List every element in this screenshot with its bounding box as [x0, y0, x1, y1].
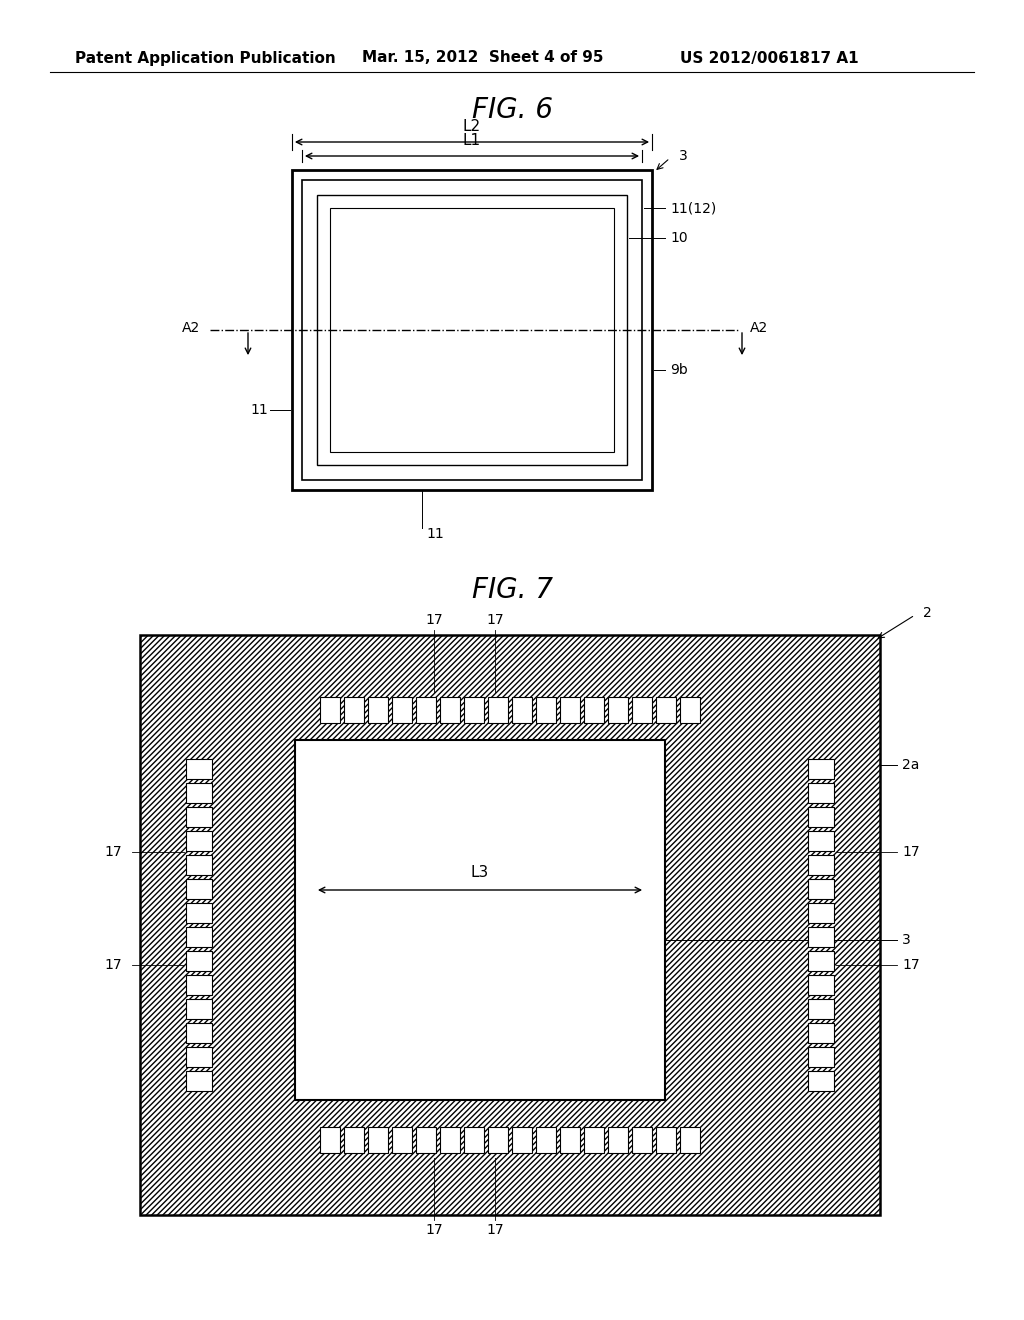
Bar [186, 807, 212, 828]
Text: 2a: 2a [902, 758, 920, 772]
Bar [808, 999, 834, 1019]
Text: 17: 17 [425, 612, 442, 627]
Bar [808, 783, 834, 803]
Bar [140, 635, 880, 1214]
Bar [680, 1127, 700, 1152]
Bar [488, 1127, 508, 1152]
Bar [808, 1047, 834, 1067]
Bar [295, 741, 665, 1100]
Text: FIG. 6: FIG. 6 [471, 96, 553, 124]
Bar [808, 855, 834, 875]
Bar [344, 1127, 364, 1152]
Text: A2: A2 [181, 321, 200, 335]
Text: L1: L1 [463, 133, 481, 148]
Bar [808, 975, 834, 995]
Bar [186, 855, 212, 875]
Bar [186, 1023, 212, 1043]
Bar [186, 975, 212, 995]
Text: Mar. 15, 2012  Sheet 4 of 95: Mar. 15, 2012 Sheet 4 of 95 [362, 50, 603, 66]
Bar [464, 697, 484, 723]
Bar [808, 927, 834, 946]
Bar [808, 879, 834, 899]
Bar [536, 697, 556, 723]
Bar [186, 950, 212, 972]
Bar [632, 697, 652, 723]
Text: A2: A2 [750, 321, 768, 335]
Bar [392, 1127, 412, 1152]
Text: FIG. 7: FIG. 7 [471, 576, 553, 605]
Bar [416, 1127, 436, 1152]
Text: 2: 2 [923, 606, 932, 620]
Bar [440, 697, 460, 723]
Text: 11: 11 [426, 527, 443, 541]
Bar [808, 759, 834, 779]
Bar [416, 697, 436, 723]
Bar [584, 697, 604, 723]
Bar [656, 697, 676, 723]
Bar [330, 209, 614, 451]
Bar [319, 1127, 340, 1152]
Text: 17: 17 [486, 612, 504, 627]
Bar [560, 1127, 580, 1152]
Bar [317, 195, 627, 465]
Bar [512, 1127, 532, 1152]
Bar [808, 903, 834, 923]
Bar [608, 697, 628, 723]
Bar [186, 1071, 212, 1092]
Bar [186, 832, 212, 851]
Bar [488, 697, 508, 723]
Bar [302, 180, 642, 480]
Bar [584, 1127, 604, 1152]
Text: 3: 3 [679, 149, 688, 162]
Bar [344, 697, 364, 723]
Bar [808, 1023, 834, 1043]
Bar [536, 1127, 556, 1152]
Text: 17: 17 [902, 958, 920, 972]
Text: 17: 17 [425, 1224, 442, 1237]
Text: 17: 17 [104, 958, 122, 972]
Text: 11: 11 [250, 403, 268, 417]
Bar [186, 783, 212, 803]
Bar [464, 1127, 484, 1152]
Text: L2: L2 [463, 119, 481, 135]
Bar [186, 927, 212, 946]
Text: 3: 3 [902, 933, 910, 946]
Bar [392, 697, 412, 723]
Text: 11(12): 11(12) [670, 201, 716, 215]
Bar [186, 999, 212, 1019]
Bar [680, 697, 700, 723]
Bar [186, 1047, 212, 1067]
Bar [808, 950, 834, 972]
Bar [808, 807, 834, 828]
Text: 10: 10 [670, 231, 688, 246]
Text: 9b: 9b [670, 363, 688, 378]
Text: 17: 17 [902, 845, 920, 859]
Bar [186, 759, 212, 779]
Bar [368, 697, 388, 723]
Bar [440, 1127, 460, 1152]
Bar [656, 1127, 676, 1152]
Bar [560, 697, 580, 723]
Bar [808, 1071, 834, 1092]
Bar [186, 879, 212, 899]
Bar [512, 697, 532, 723]
Bar [608, 1127, 628, 1152]
Bar [632, 1127, 652, 1152]
Text: US 2012/0061817 A1: US 2012/0061817 A1 [680, 50, 859, 66]
Text: L3: L3 [471, 865, 489, 880]
Bar [808, 832, 834, 851]
Text: 17: 17 [486, 1224, 504, 1237]
Bar [292, 170, 652, 490]
Bar [319, 697, 340, 723]
Bar [368, 1127, 388, 1152]
Bar [186, 903, 212, 923]
Text: 17: 17 [104, 845, 122, 859]
Text: Patent Application Publication: Patent Application Publication [75, 50, 336, 66]
